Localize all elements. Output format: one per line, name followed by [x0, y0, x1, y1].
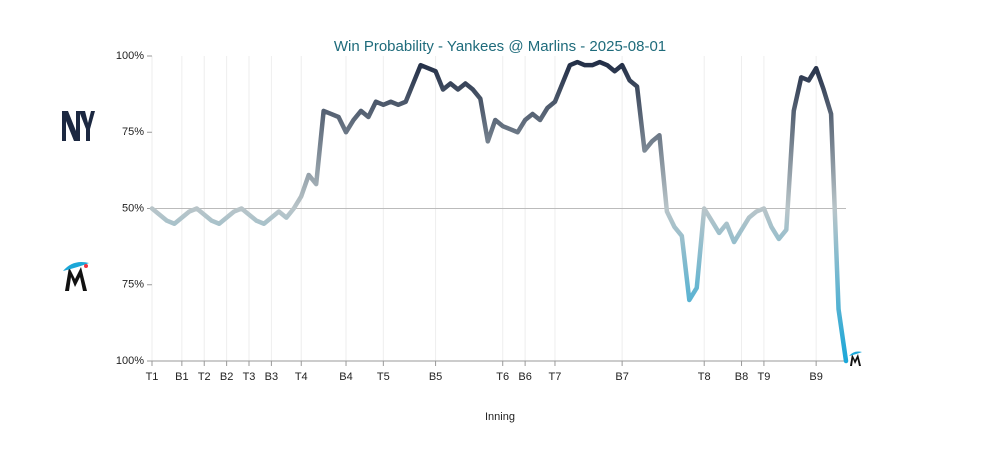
- x-tick-label: B2: [220, 371, 233, 383]
- end-logo-shape: [850, 354, 861, 366]
- marlins-logo: [63, 262, 89, 291]
- end-logo: [849, 351, 862, 366]
- x-tick-label: B8: [735, 371, 748, 383]
- x-axis-label: Inning: [485, 411, 515, 423]
- x-tick-label: B5: [429, 371, 442, 383]
- y-tick-label: 75%: [122, 126, 144, 138]
- x-tick-label: T7: [549, 371, 562, 383]
- end-logo-fin: [849, 351, 862, 356]
- x-tick-label: B4: [339, 371, 352, 383]
- x-tick-label: B3: [265, 371, 278, 383]
- x-tick-label: B6: [518, 371, 531, 383]
- x-tick-label: T6: [496, 371, 509, 383]
- x-tick-label: T2: [198, 371, 211, 383]
- y-tick-label: 100%: [116, 355, 144, 367]
- chart-title: Win Probability - Yankees @ Marlins - 20…: [334, 38, 666, 55]
- y-tick-label: 75%: [122, 279, 144, 291]
- win-probability-line: [149, 59, 849, 364]
- x-tick-label: T5: [377, 371, 390, 383]
- x-tick-label: T8: [698, 371, 711, 383]
- x-tick-label: T4: [295, 371, 308, 383]
- x-tick-label: B9: [809, 371, 822, 383]
- x-tick-label: T3: [243, 371, 256, 383]
- x-tick-label: B1: [175, 371, 188, 383]
- x-tick-label: T9: [757, 371, 770, 383]
- x-tick-label: B7: [615, 371, 628, 383]
- x-tick-label: T1: [146, 371, 159, 383]
- y-tick-label: 100%: [116, 50, 144, 62]
- y-tick-label: 50%: [122, 202, 144, 214]
- yankees-logo: [62, 111, 95, 141]
